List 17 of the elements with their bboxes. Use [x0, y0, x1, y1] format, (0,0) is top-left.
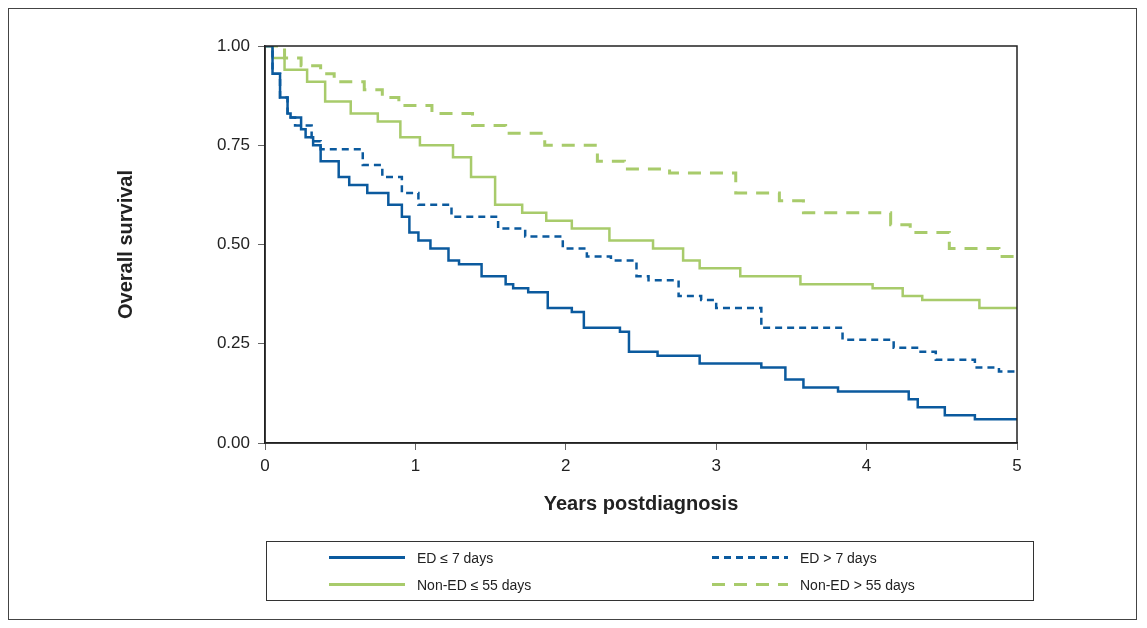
x-tick-label: 3	[711, 455, 721, 475]
x-tick-label: 1	[410, 455, 421, 475]
y-axis-title: Overall survival	[113, 170, 136, 319]
y-tick-label: 0.50	[216, 234, 250, 254]
x-tick-label: 0	[260, 455, 270, 475]
x-tick-label: 5	[1012, 455, 1022, 475]
x-axis-title: Years postdiagnosis	[543, 491, 739, 514]
legend-label: Non-ED ≤ 55 days	[417, 576, 532, 593]
y-tick-label: 0.00	[216, 432, 250, 452]
y-tick-label: 1.00	[216, 35, 250, 55]
x-tick-label: 2	[561, 455, 571, 475]
x-tick-label: 4	[861, 455, 872, 475]
legend-label: ED > 7 days	[800, 549, 877, 566]
legend-label: ED ≤ 7 days	[417, 549, 494, 566]
y-tick-label: 0.25	[216, 333, 250, 353]
legend-label: Non-ED > 55 days	[800, 576, 915, 593]
y-tick-label: 0.75	[216, 134, 250, 154]
